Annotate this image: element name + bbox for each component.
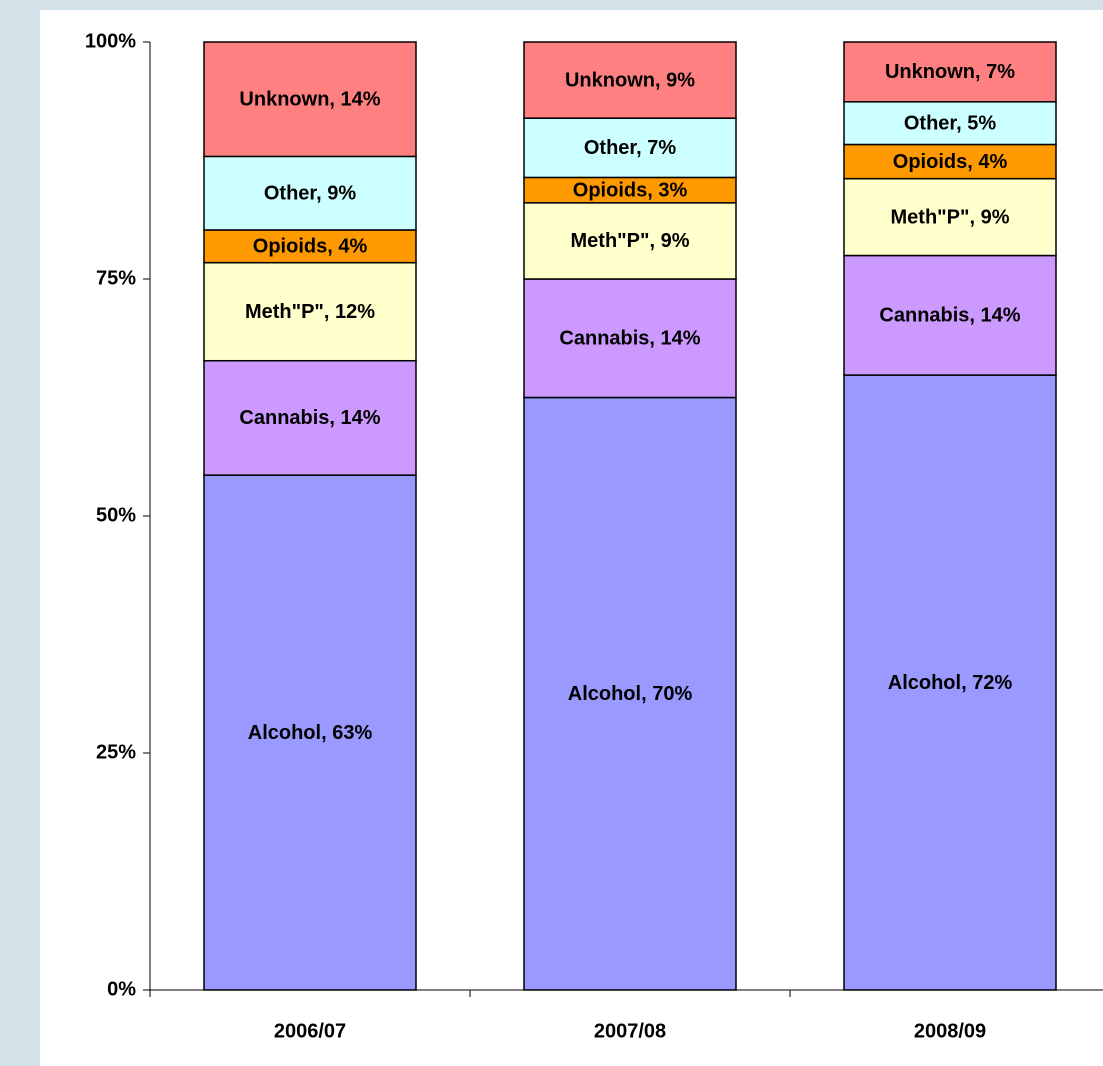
data-label: Meth"P", 9% (891, 206, 1010, 228)
x-tick-label: 2008/09 (914, 1020, 986, 1042)
y-tick-label: 75% (96, 267, 136, 289)
data-label: Unknown, 7% (885, 61, 1015, 83)
data-label: Alcohol, 72% (888, 672, 1013, 694)
bar-segment (203, 155, 417, 231)
bar-segment (523, 202, 737, 280)
data-label: Other, 7% (584, 137, 676, 159)
data-label: Meth"P", 12% (245, 301, 375, 323)
bar-segment (203, 229, 417, 264)
bar-segment (523, 176, 737, 204)
bar-segment (523, 278, 737, 399)
bar-segment (203, 41, 417, 158)
bar-segment (523, 41, 737, 119)
bar-segment (843, 177, 1057, 257)
data-label: Cannabis, 14% (879, 305, 1020, 327)
bar-segment (843, 41, 1057, 103)
bar-segment (203, 474, 417, 991)
data-label: Opioids, 4% (253, 236, 368, 258)
y-tick-label: 100% (85, 30, 136, 52)
data-label: Cannabis, 14% (239, 407, 380, 429)
bar-segment (843, 143, 1057, 180)
bar-segment (843, 101, 1057, 146)
data-label: Other, 9% (264, 182, 356, 204)
data-label: Unknown, 9% (565, 69, 695, 91)
y-tick-label: 25% (96, 741, 136, 763)
data-label: Unknown, 14% (239, 88, 380, 110)
bar-segment (843, 254, 1057, 376)
data-label: Meth"P", 9% (571, 230, 690, 252)
y-tick-label: 50% (96, 504, 136, 526)
data-label: Opioids, 3% (573, 179, 688, 201)
x-tick-label: 2006/07 (274, 1020, 346, 1042)
bar-segment (203, 359, 417, 476)
bar-segment (203, 261, 417, 362)
y-tick-label: 0% (107, 978, 136, 1000)
bar-segment (843, 374, 1057, 991)
data-label: Alcohol, 70% (568, 683, 693, 705)
x-tick-label: 2007/08 (594, 1020, 666, 1042)
data-label: Alcohol, 63% (248, 722, 373, 744)
data-label: Other, 5% (904, 112, 996, 134)
data-label: Opioids, 4% (893, 151, 1008, 173)
data-label: Cannabis, 14% (559, 328, 700, 350)
